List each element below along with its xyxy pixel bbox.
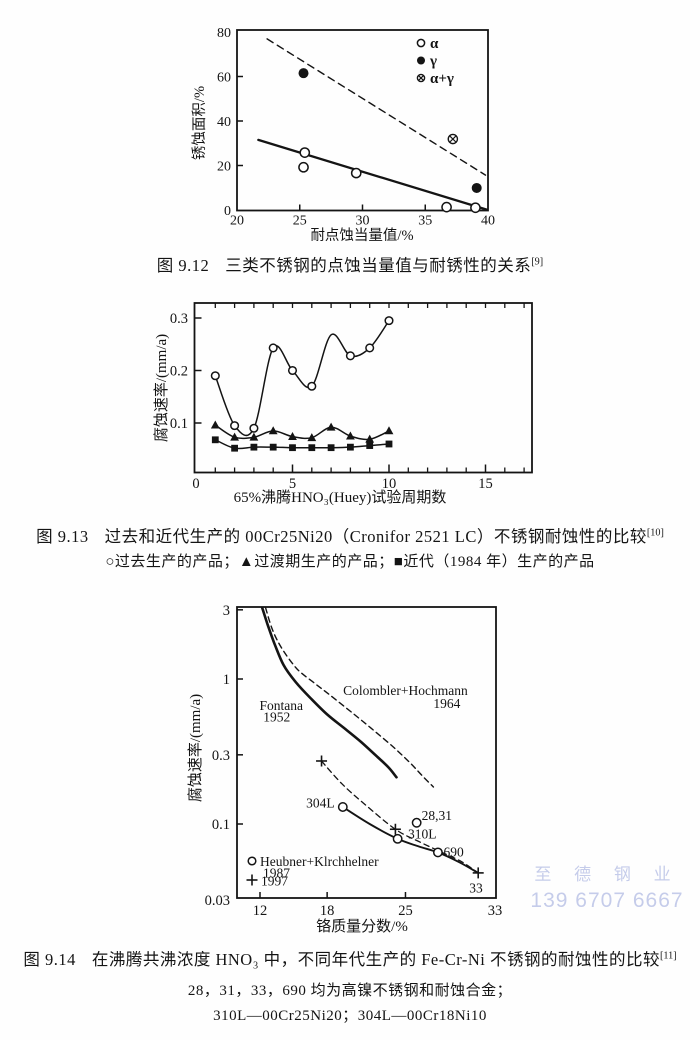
svg-text:40: 40 <box>217 115 231 130</box>
svg-text:18: 18 <box>320 903 335 919</box>
svg-text:25: 25 <box>293 214 307 229</box>
figure-9-13-plot: 0.1 0.2 0.3 0 5 10 15 腐蚀速率/(mm/a) 65%沸腾HNO₃(Huey… <box>152 302 533 506</box>
figure-9-12-number: 图 9.12 <box>156 256 210 275</box>
svg-text:60: 60 <box>217 71 231 86</box>
svg-text:15: 15 <box>478 476 493 492</box>
svg-text:γ: γ <box>429 54 437 70</box>
svg-text:0.3: 0.3 <box>212 748 230 764</box>
svg-text:65%沸腾HNO₃(Huey)试验周期数: 65%沸腾HNO₃(Huey)试验周期数 <box>234 489 447 506</box>
svg-text:铬质量分数/%: 铬质量分数/% <box>316 918 408 935</box>
reference-marker-10: [10] <box>646 527 664 539</box>
svg-text:1: 1 <box>223 672 230 688</box>
svg-text:0.03: 0.03 <box>205 893 230 909</box>
figure-9-14-note-1: 28，31，33，690 均为高镍不锈钢和耐蚀合金； <box>187 983 513 999</box>
svg-text:锈蚀面积/%: 锈蚀面积/% <box>191 86 208 160</box>
reference-marker-11: [11] <box>660 950 677 962</box>
svg-text:Colombler+Hochmann: Colombler+Hochmann <box>343 683 468 698</box>
svg-text:33: 33 <box>469 880 483 895</box>
figure-9-14-note-2: 310L—00Cr25Ni20；304L—00Cr18Ni10 <box>213 1008 487 1024</box>
svg-text:腐蚀速率/(mm/a): 腐蚀速率/(mm/a) <box>152 334 170 442</box>
figure-9-12-caption: 图 9.12 三类不锈钢的点蚀当量值与耐锈性的关系[9] <box>0 252 700 276</box>
svg-text:0.2: 0.2 <box>170 364 188 380</box>
svg-text:80: 80 <box>217 26 231 41</box>
svg-text:0.1: 0.1 <box>212 817 230 833</box>
svg-text:3: 3 <box>223 603 230 619</box>
figure-9-13-caption: 图 9.13 过去和近代生产的 00Cr25Ni20（Cronifor 2521 … <box>0 523 700 547</box>
svg-text:33: 33 <box>488 903 503 919</box>
svg-text:20: 20 <box>230 214 244 229</box>
svg-text:0.1: 0.1 <box>170 416 188 432</box>
figure-9-13-legend-line: ○过去生产的产品；▲过渡期生产的产品；■近代（1984 年）生产的产品 <box>105 554 595 570</box>
svg-text:30: 30 <box>356 214 370 229</box>
figure-9-14-number: 图 9.14 <box>23 950 76 969</box>
svg-text:1964: 1964 <box>433 696 460 711</box>
svg-text:0: 0 <box>192 476 199 492</box>
svg-text:40: 40 <box>481 214 495 229</box>
svg-text:1997: 1997 <box>261 874 288 889</box>
svg-text:α+γ: α+γ <box>430 71 454 87</box>
svg-text:20: 20 <box>217 160 231 175</box>
svg-text:0.3: 0.3 <box>170 311 188 327</box>
svg-text:35: 35 <box>418 214 432 229</box>
svg-text:1987: 1987 <box>263 866 290 881</box>
svg-text:310L: 310L <box>408 826 437 841</box>
reference-marker-9: [9] <box>531 256 544 268</box>
svg-text:Heubner+Klrchhelner: Heubner+Klrchhelner <box>260 854 379 869</box>
svg-text:10: 10 <box>382 476 397 492</box>
svg-text:0: 0 <box>224 204 231 219</box>
svg-text:12: 12 <box>253 903 268 919</box>
svg-text:5: 5 <box>289 476 296 492</box>
figure-9-12-caption-text: 三类不锈钢的点蚀当量值与耐锈性的关系 <box>225 256 532 275</box>
svg-text:Fontana: Fontana <box>260 698 304 713</box>
svg-text:25: 25 <box>398 903 413 919</box>
svg-text:690: 690 <box>443 845 464 860</box>
svg-text:1952: 1952 <box>263 710 290 725</box>
figure-9-13-number: 图 9.13 <box>36 527 89 546</box>
svg-text:28,31: 28,31 <box>422 808 452 823</box>
figure-9-14-caption-text: 在沸腾共沸浓度 HNO₃ 中，不同年代生产的 Fe-Cr-Ni 不锈钢的耐蚀性的… <box>91 950 660 969</box>
svg-text:α: α <box>430 36 439 52</box>
figure-9-14-caption: 图 9.14 在沸腾共沸浓度 HNO₃ 中，不同年代生产的 Fe-Cr-Ni 不锈… <box>0 946 700 970</box>
svg-text:耐点蚀当量值/%: 耐点蚀当量值/% <box>310 227 413 244</box>
figure-9-14-plot: 3 1 0.3 0.1 0.03 12 18 25 33 腐蚀速率/(mm/a) 铬质量分数/% Co… <box>186 603 503 935</box>
svg-text:304L: 304L <box>306 795 335 810</box>
figure-9-13-caption-text: 过去和近代生产的 00Cr25Ni20（Cronifor 2521 LC）不锈钢… <box>104 527 647 546</box>
svg-text:腐蚀速率/(mm/a): 腐蚀速率/(mm/a) <box>186 694 204 802</box>
